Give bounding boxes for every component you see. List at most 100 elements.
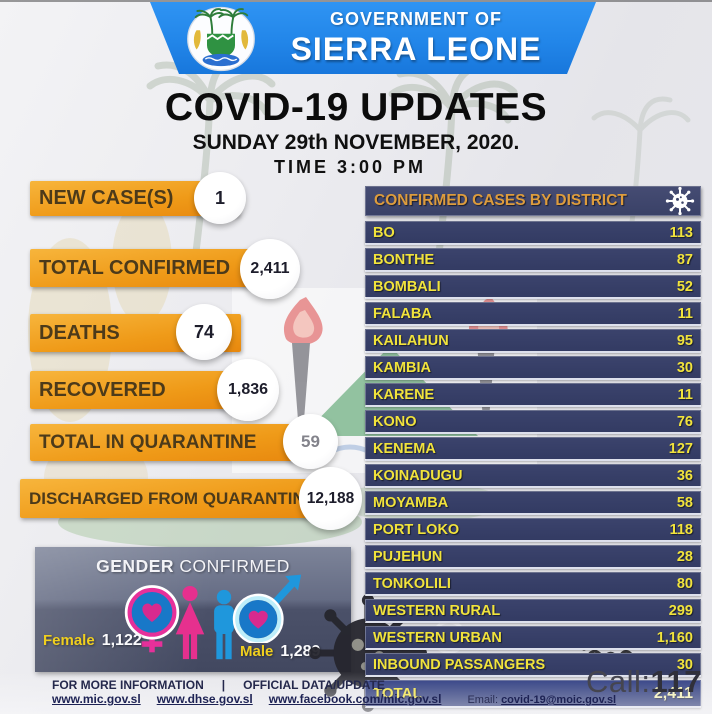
district-value: 11 <box>677 386 693 403</box>
district-value: 80 <box>676 575 693 592</box>
stat-discharged-label: DISCHARGED FROM QUARANTINE <box>29 488 317 508</box>
virus-icon <box>665 186 695 216</box>
district-name: KAILAHUN <box>373 332 449 349</box>
stat-deaths-value: 74 <box>176 304 232 360</box>
district-row: KARENE 11 <box>365 383 701 407</box>
male-symbol-icon <box>232 574 302 643</box>
district-table: CONFIRMED CASES BY DISTRICT <box>365 186 701 711</box>
district-row: PORT LOKO 118 <box>365 518 701 542</box>
district-value: 299 <box>668 602 693 619</box>
gender-title-rest: CONFIRMED <box>174 556 290 576</box>
footer-separator: | <box>221 678 226 692</box>
district-row: KAILAHUN 95 <box>365 329 701 353</box>
stat-total-confirmed-label: TOTAL CONFIRMED <box>39 256 231 279</box>
district-value: 28 <box>676 548 693 565</box>
female-value: 1,122 <box>101 632 142 649</box>
district-name: KONO <box>373 413 417 430</box>
district-name: WESTERN URBAN <box>373 629 502 646</box>
stat-discharged-from-quarantine: DISCHARGED FROM QUARANTINE 12,188 <box>20 467 362 530</box>
call-label: Call: <box>586 664 651 699</box>
district-row: BO 113 <box>365 221 701 245</box>
footer-more-info-label: FOR MORE INFORMATION <box>52 678 204 692</box>
top-border-line <box>0 0 712 2</box>
district-name: PUJEHUN <box>373 548 443 565</box>
footer-official-label: OFFICIAL DATA/UPDATE <box>243 678 385 692</box>
district-row: FALABA 11 <box>365 302 701 326</box>
district-name: INBOUND PASSANGERS <box>373 656 546 673</box>
footer: FOR MORE INFORMATION | OFFICIAL DATA/UPD… <box>0 664 712 714</box>
call-number: 117 <box>650 664 703 699</box>
district-name: KAMBIA <box>373 359 431 376</box>
district-rows: BO 113 BONTHE 87 BOMBALI 52 FALABA 11 <box>365 221 701 677</box>
stat-total-in-quarantine-value: 59 <box>283 414 338 469</box>
stat-total-confirmed-value: 2,411 <box>240 239 300 299</box>
district-value: 58 <box>676 494 693 511</box>
stat-new-cases-label: NEW CASE(S) <box>39 187 174 209</box>
district-row: WESTERN RURAL 299 <box>365 599 701 623</box>
district-row: TONKOLILI 80 <box>365 572 701 596</box>
district-row: KENEMA 127 <box>365 437 701 461</box>
district-row: KONO 76 <box>365 410 701 434</box>
female-count: Female 1,122 <box>43 632 142 650</box>
stat-recovered-label: RECOVERED <box>39 378 166 401</box>
link-dhse-gov: www.dhse.gov.sl <box>156 692 253 706</box>
district-value: 30 <box>676 656 693 673</box>
district-name: FALABA <box>373 305 432 322</box>
district-value: 76 <box>676 413 693 430</box>
gender-panel-title: GENDER CONFIRMED <box>35 556 351 577</box>
banner-sierra-leone: SIERRA LEONE <box>290 31 542 67</box>
stat-new-cases: NEW CASE(S) 1 <box>30 172 246 224</box>
district-row: BOMBALI 52 <box>365 275 701 299</box>
stat-total-in-quarantine: TOTAL IN QUARANTINE 59 <box>30 414 338 469</box>
district-name: KARENE <box>373 386 435 403</box>
email-label: Email: <box>467 694 502 706</box>
stat-deaths-label: DEATHS <box>39 321 120 344</box>
district-row: PUJEHUN 28 <box>365 545 701 569</box>
district-value: 87 <box>676 251 693 268</box>
district-value: 95 <box>676 332 693 349</box>
district-value: 127 <box>668 440 693 457</box>
email-contact: Email: covid-19@moic.gov.sl <box>467 694 616 706</box>
district-name: KENEMA <box>373 440 436 457</box>
call-hotline: Call:117 <box>586 664 702 700</box>
gender-panel: GENDER CONFIRMED <box>35 547 351 672</box>
female-symbol-icon <box>124 585 180 653</box>
district-table-title: CONFIRMED CASES BY DISTRICT <box>374 192 627 209</box>
district-row: BONTHE 87 <box>365 248 701 272</box>
banner-government-of: GOVERNMENT OF <box>329 9 502 29</box>
stat-discharged-value: 12,188 <box>299 467 362 530</box>
district-value: 36 <box>676 467 693 484</box>
email-address: covid-19@moic.gov.sl <box>501 694 617 706</box>
district-name: KOINADUGU <box>373 467 463 484</box>
female-label: Female <box>43 632 95 649</box>
time-line: TIME 3:00 PM <box>273 157 427 177</box>
woman-icon <box>175 585 205 660</box>
district-value: 1,160 <box>656 629 693 646</box>
district-row: KAMBIA 30 <box>365 356 701 380</box>
date-line: SUNDAY 29th NOVEMBER, 2020. <box>192 131 520 154</box>
district-name: MOYAMBA <box>373 494 449 511</box>
district-name: BONTHE <box>373 251 435 268</box>
district-row: KOINADUGU 36 <box>365 464 701 488</box>
district-row: MOYAMBA 58 <box>365 491 701 515</box>
link-facebook: www.facebook.com/mic.gov.sl <box>268 692 442 706</box>
district-table-header: CONFIRMED CASES BY DISTRICT <box>365 186 701 216</box>
footer-links-line: www.mic.gov.sl www.dhse.gov.sl www.faceb… <box>52 692 616 706</box>
district-name: PORT LOKO <box>373 521 460 538</box>
stat-recovered: RECOVERED 1,836 <box>30 359 279 421</box>
footer-info-line: FOR MORE INFORMATION | OFFICIAL DATA/UPD… <box>52 678 385 692</box>
district-value: 118 <box>669 521 693 538</box>
stat-deaths: DEATHS 74 <box>30 304 241 360</box>
male-label: Male <box>240 643 274 660</box>
district-value: 52 <box>676 278 693 295</box>
district-name: BO <box>373 224 395 241</box>
man-icon <box>214 589 234 660</box>
stat-recovered-value: 1,836 <box>217 359 279 421</box>
district-name: WESTERN RURAL <box>373 602 501 619</box>
gender-title-bold: GENDER <box>96 556 175 576</box>
district-value: 113 <box>669 224 693 241</box>
sierra-leone-coat-of-arms <box>186 5 256 73</box>
district-value: 11 <box>677 305 693 322</box>
page-title: COVID-19 UPDATES <box>164 86 548 129</box>
